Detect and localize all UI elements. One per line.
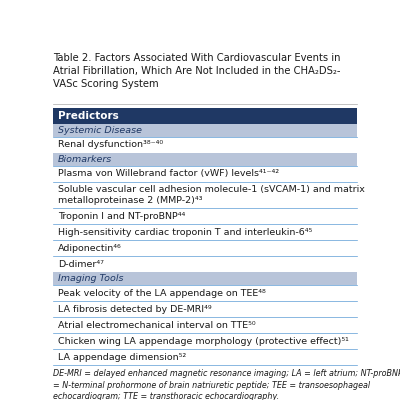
FancyBboxPatch shape: [53, 333, 357, 349]
FancyBboxPatch shape: [53, 108, 357, 124]
Text: High-sensitivity cardiac troponin T and interleukin-6⁴⁵: High-sensitivity cardiac troponin T and …: [58, 228, 312, 237]
FancyBboxPatch shape: [53, 285, 357, 301]
FancyBboxPatch shape: [53, 124, 357, 137]
Text: Table 2. Factors Associated With Cardiovascular Events in
Atrial Fibrillation, W: Table 2. Factors Associated With Cardiov…: [53, 53, 341, 89]
Text: Chicken wing LA appendage morphology (protective effect)⁵¹: Chicken wing LA appendage morphology (pr…: [58, 337, 349, 346]
FancyBboxPatch shape: [53, 182, 357, 208]
Text: D-dimer⁴⁷: D-dimer⁴⁷: [58, 260, 104, 269]
FancyBboxPatch shape: [53, 208, 357, 224]
Text: DE-MRI = delayed enhanced magnetic resonance imaging; LA = left atrium; NT-proBN: DE-MRI = delayed enhanced magnetic reson…: [53, 369, 400, 400]
FancyBboxPatch shape: [53, 317, 357, 333]
Text: Biomarkers: Biomarkers: [58, 155, 112, 164]
Text: LA fibrosis detected by DE-MRI⁴⁹: LA fibrosis detected by DE-MRI⁴⁹: [58, 305, 211, 314]
Text: Adiponectin⁴⁶: Adiponectin⁴⁶: [58, 244, 122, 253]
FancyBboxPatch shape: [53, 153, 357, 166]
Text: Plasma von Willebrand factor (vWF) levels⁴¹⁻⁴²: Plasma von Willebrand factor (vWF) level…: [58, 169, 279, 178]
Text: Imaging Tools: Imaging Tools: [58, 274, 123, 283]
FancyBboxPatch shape: [53, 349, 357, 365]
Text: Renal dysfunction³⁸⁻⁴⁰: Renal dysfunction³⁸⁻⁴⁰: [58, 140, 163, 149]
FancyBboxPatch shape: [53, 256, 357, 272]
FancyBboxPatch shape: [53, 240, 357, 256]
FancyBboxPatch shape: [53, 224, 357, 240]
Text: Atrial electromechanical interval on TTE⁵⁰: Atrial electromechanical interval on TTE…: [58, 321, 255, 330]
FancyBboxPatch shape: [53, 166, 357, 182]
FancyBboxPatch shape: [53, 301, 357, 317]
Text: Soluble vascular cell adhesion molecule-1 (sVCAM-1) and matrix
metalloproteinase: Soluble vascular cell adhesion molecule-…: [58, 185, 365, 205]
Text: Peak velocity of the LA appendage on TEE⁴⁸: Peak velocity of the LA appendage on TEE…: [58, 289, 266, 298]
FancyBboxPatch shape: [53, 272, 357, 285]
Text: Troponin I and NT-proBNP⁴⁴: Troponin I and NT-proBNP⁴⁴: [58, 212, 185, 221]
Text: Systemic Disease: Systemic Disease: [58, 126, 142, 135]
Text: LA appendage dimension⁵²: LA appendage dimension⁵²: [58, 353, 186, 362]
FancyBboxPatch shape: [53, 137, 357, 153]
Text: Predictors: Predictors: [58, 111, 118, 121]
